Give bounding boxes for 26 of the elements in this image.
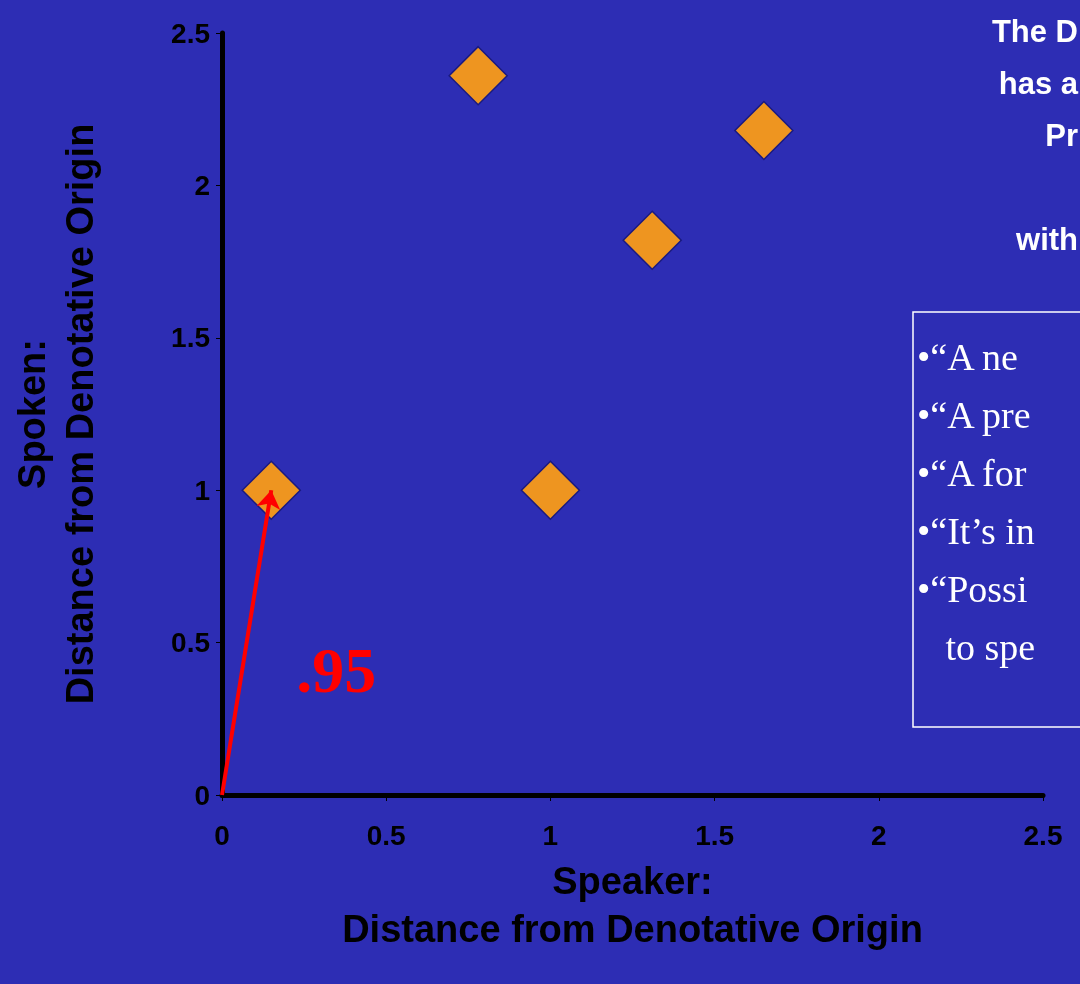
chart-title: The D has a Pr with [991, 14, 1079, 257]
y-tick-label: 0 [194, 779, 210, 811]
y-tick-label: 1 [194, 474, 210, 506]
x-tick-label: 0.5 [366, 819, 406, 851]
x-tick-label: 2 [871, 819, 887, 851]
annotation: to spe [917, 626, 1036, 668]
annotation: •“A for [917, 452, 1027, 494]
x-tick-label: 1 [542, 819, 559, 851]
annotation: •“Possi [917, 568, 1028, 610]
point [622, 210, 682, 271]
x-tick-label: 1.5 [695, 819, 735, 851]
point [734, 100, 794, 161]
x-axis-title: Speaker: Distance from Denotative Origin [342, 860, 923, 950]
x-tick-label: 0 [214, 819, 230, 851]
annotation: •“A pre [917, 394, 1031, 436]
y-axis-title: Spoken: Distance from Denotative Origin [11, 123, 101, 705]
annotation: •“It’s in [917, 510, 1035, 552]
point [448, 45, 508, 106]
x-tick-label: 2.5 [1023, 819, 1063, 851]
annotation: •“A ne [917, 336, 1018, 378]
y-tick-label: 2.5 [171, 17, 210, 49]
y-tick-label: 1.5 [171, 322, 210, 354]
point [520, 460, 581, 520]
y-tick-label: 2 [194, 169, 210, 201]
annotation: .95 [296, 634, 377, 706]
y-tick-label: 0.5 [171, 627, 210, 659]
